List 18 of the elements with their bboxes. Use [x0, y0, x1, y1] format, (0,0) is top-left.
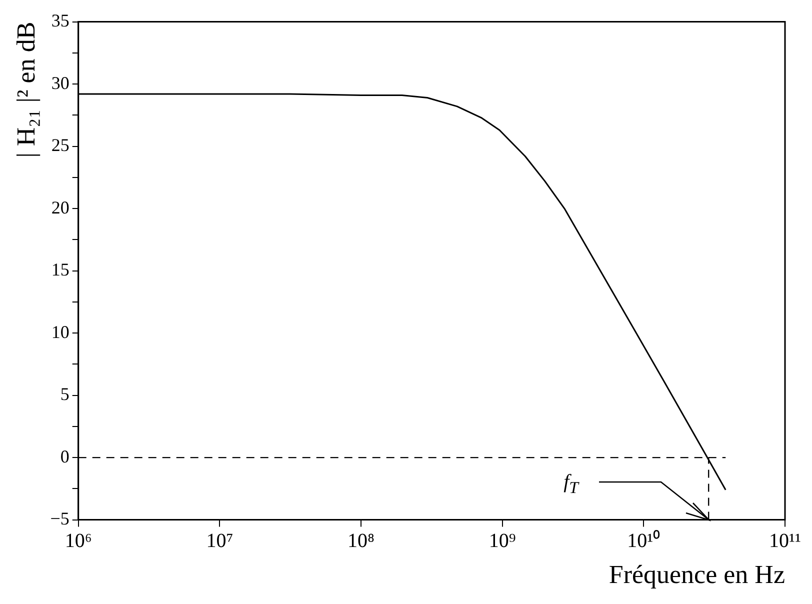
y-tick-label: 5 — [60, 384, 70, 404]
y-tick-label: 20 — [51, 197, 70, 218]
y-tick-label: 30 — [51, 72, 70, 93]
y-axis-title: | H₂₁ |² en dB — [11, 22, 40, 158]
x-tick-label: 10¹⁰ — [627, 529, 660, 552]
x-tick-label: 10¹¹ — [769, 530, 802, 552]
x-axis-title: Fréquence en Hz — [608, 560, 786, 590]
x-tick-label: 10⁶ — [64, 530, 92, 552]
x-tick-label: 10⁸ — [348, 530, 375, 552]
y-tick-label: 15 — [51, 260, 70, 280]
y-tick-label: 0 — [60, 446, 70, 466]
ref-line-label: f$_{T}$ — [564, 470, 578, 499]
y-tick-label: 35 — [51, 10, 70, 31]
x-tick-label: 10⁹ — [488, 530, 516, 552]
y-tick-label: 10 — [51, 322, 70, 342]
y-tick-label: 25 — [51, 135, 70, 156]
y-tick-label: −5 — [50, 508, 70, 529]
x-tick-label: 10⁷ — [206, 530, 234, 552]
